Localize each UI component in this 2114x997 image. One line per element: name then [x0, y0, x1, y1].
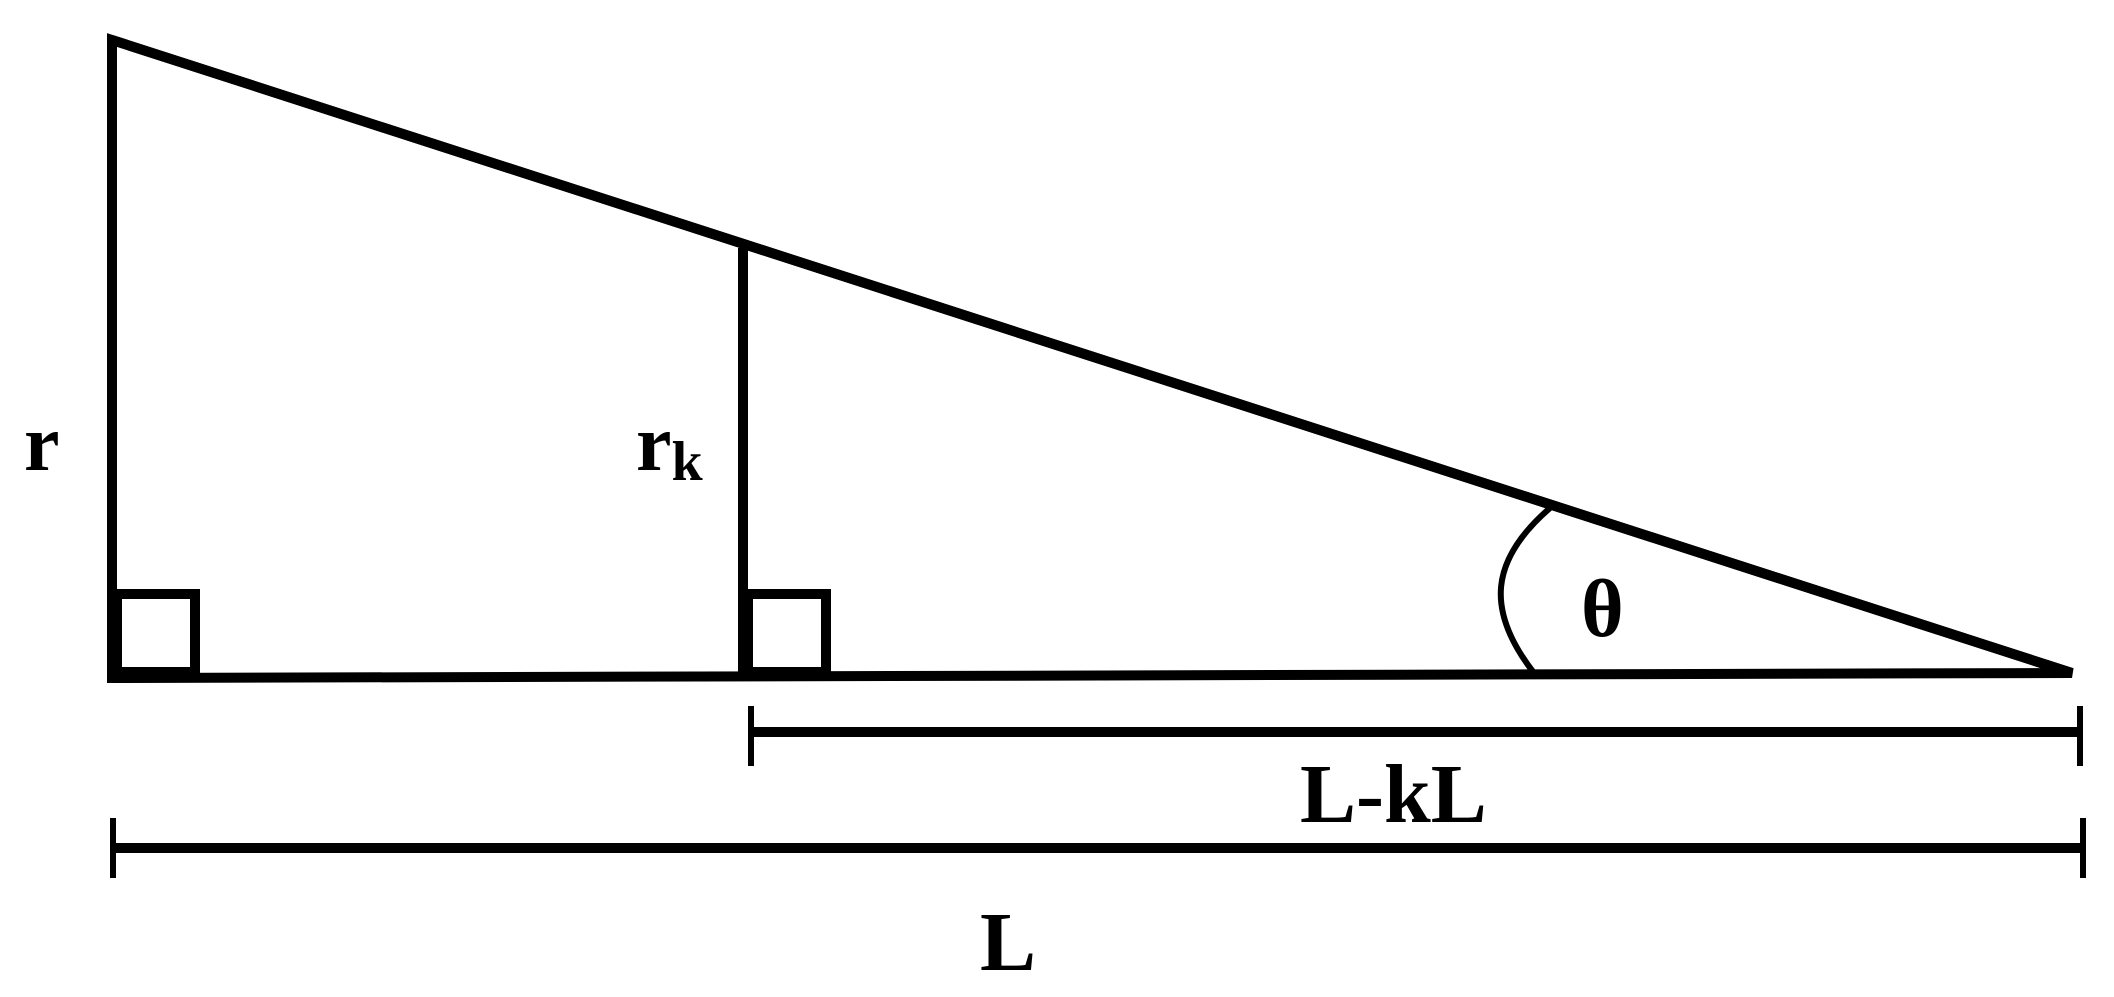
angle-arc	[1497, 505, 1552, 675]
angle-label: θ	[1581, 563, 1624, 654]
hypotenuse	[110, 35, 2074, 678]
outer-length-label: L	[980, 896, 1036, 989]
right-angle-marker-inner	[743, 589, 831, 677]
inner-length-label: L-kL	[1300, 748, 1487, 841]
right-angle-marker-outer	[112, 589, 200, 677]
outer-height-label: r	[24, 400, 60, 488]
inner-height-label-base: r	[636, 400, 672, 488]
inner-height-label-subscript: k	[672, 431, 704, 493]
inner-height-label: rk	[636, 400, 704, 493]
